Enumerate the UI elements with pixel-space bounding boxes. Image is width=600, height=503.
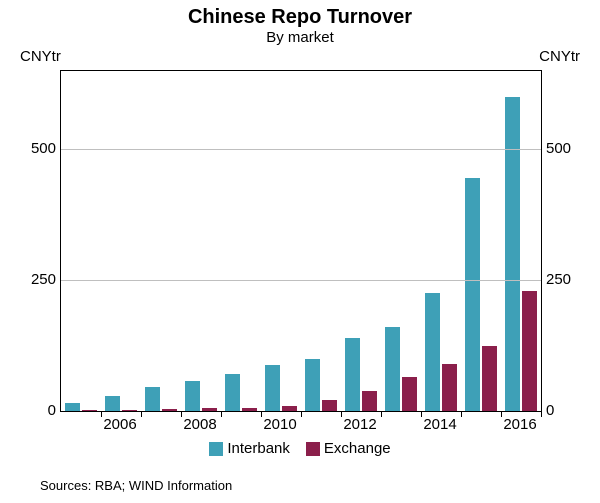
bar xyxy=(425,293,440,411)
y-axis-label-right: CNYtr xyxy=(539,48,580,65)
sources-text: Sources: RBA; WIND Information xyxy=(40,478,232,493)
y-tick-left: 500 xyxy=(6,140,56,157)
legend-item: Exchange xyxy=(306,440,391,457)
x-tick-label: 2012 xyxy=(343,416,376,433)
bar xyxy=(505,97,520,411)
bar xyxy=(402,377,417,411)
chart-container: Chinese Repo Turnover By market CNYtr CN… xyxy=(0,0,600,503)
bar xyxy=(185,381,200,411)
bar xyxy=(145,387,160,411)
bars-wrap xyxy=(61,71,541,411)
bar xyxy=(385,327,400,411)
legend: Interbank Exchange xyxy=(0,440,600,460)
x-tick-mark xyxy=(101,411,102,417)
bar xyxy=(122,410,137,411)
legend-label: Exchange xyxy=(324,440,391,457)
bar xyxy=(225,374,240,411)
x-tick-mark xyxy=(421,411,422,417)
bar xyxy=(362,391,377,411)
y-tick-right: 0 xyxy=(546,402,596,419)
plot-area: 00250250500500 xyxy=(60,70,542,412)
x-tick-label: 2006 xyxy=(103,416,136,433)
bar xyxy=(522,291,537,411)
x-tick-label: 2008 xyxy=(183,416,216,433)
x-tick-mark xyxy=(501,411,502,417)
bar xyxy=(465,178,480,411)
bar xyxy=(82,410,97,411)
y-tick-left: 0 xyxy=(6,402,56,419)
x-tick-mark xyxy=(301,411,302,417)
legend-label: Interbank xyxy=(227,440,290,457)
x-tick-label: 2014 xyxy=(423,416,456,433)
bar xyxy=(162,409,177,411)
bar xyxy=(282,406,297,411)
y-tick-right: 250 xyxy=(546,271,596,288)
bar xyxy=(242,408,257,411)
x-tick-mark xyxy=(141,411,142,417)
chart-subtitle: By market xyxy=(0,29,600,46)
x-tick-mark xyxy=(541,411,542,417)
x-tick-mark xyxy=(341,411,342,417)
legend-swatch xyxy=(209,442,223,456)
x-tick-mark xyxy=(181,411,182,417)
legend-item: Interbank xyxy=(209,440,290,457)
bar xyxy=(65,403,80,411)
legend-swatch xyxy=(306,442,320,456)
x-tick-label: 2010 xyxy=(263,416,296,433)
x-tick-mark xyxy=(461,411,462,417)
bar xyxy=(265,365,280,411)
bar xyxy=(105,396,120,411)
y-tick-right: 500 xyxy=(546,140,596,157)
x-tick-mark xyxy=(381,411,382,417)
x-tick-label: 2016 xyxy=(503,416,536,433)
x-tick-mark xyxy=(261,411,262,417)
bar xyxy=(305,359,320,411)
bar xyxy=(442,364,457,411)
gridline xyxy=(61,149,541,150)
bar xyxy=(202,408,217,411)
y-axis-label-left: CNYtr xyxy=(20,48,61,65)
gridline xyxy=(61,280,541,281)
bar xyxy=(345,338,360,411)
bar xyxy=(482,346,497,411)
y-tick-left: 250 xyxy=(6,271,56,288)
bar xyxy=(322,400,337,412)
x-tick-mark xyxy=(221,411,222,417)
chart-title: Chinese Repo Turnover xyxy=(0,0,600,29)
